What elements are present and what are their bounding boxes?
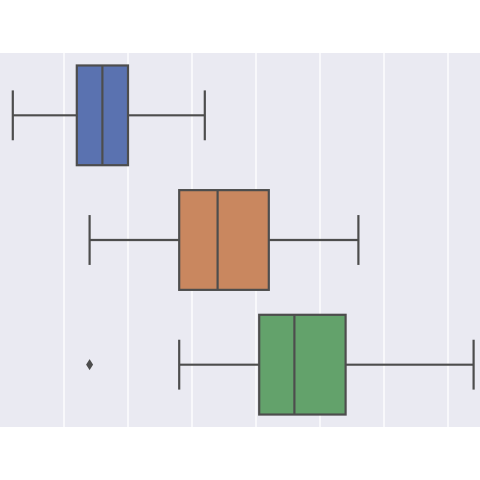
box-group-3: [86, 313, 475, 416]
outlier-point: [86, 359, 94, 371]
box: [258, 313, 347, 416]
box: [178, 189, 270, 291]
box-group-2: [88, 189, 360, 291]
box-group-1: [11, 64, 206, 167]
boxes: [11, 64, 475, 416]
